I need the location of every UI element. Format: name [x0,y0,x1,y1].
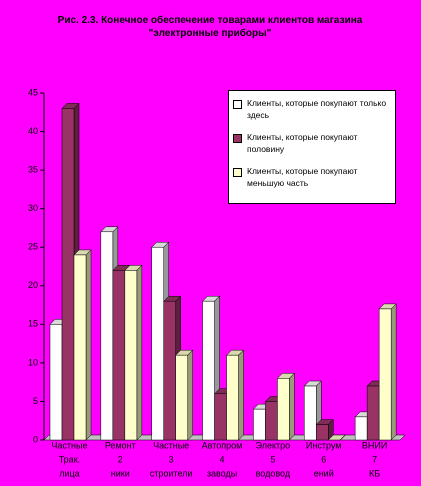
legend-swatch [233,168,242,177]
bar-side [340,434,346,441]
y-tick-label: 15 [28,319,38,329]
x-tick-label: 2 [118,454,123,464]
x-tick-label: Трак. [59,454,80,464]
chart-title: Рис. 2.3. Конечное обеспечение товарами … [57,15,363,39]
y-tick-label: 35 [28,164,38,174]
x-tick-label: 4 [219,454,224,464]
bar [112,270,126,441]
x-tick-label: КБ [369,468,380,478]
bar [304,385,317,441]
x-tick-label: строители [150,468,193,478]
bar-side [85,249,92,441]
bar-side [187,349,193,441]
x-tick-label: ники [111,468,130,478]
y-tick-label: 30 [28,203,38,213]
bar [253,408,266,441]
bar-side [136,264,143,441]
bar [49,324,63,441]
bar [226,354,239,441]
bar [100,231,114,441]
legend-label: Клиенты, которые покупают меньшую часть [247,166,358,188]
y-tick-label: 0 [33,434,38,444]
legend: Клиенты, которые покупают только здесь Кл… [228,90,396,204]
x-tick-label: ений [314,468,334,478]
x-tick-label: 6 [321,454,326,464]
bar [61,108,75,441]
legend-item: Клиенты, которые покупают меньшую часть [233,165,391,189]
x-tick-label: 7 [372,454,377,464]
legend-label: Клиенты, которые покупают половину [247,132,358,154]
bar-side [238,349,244,441]
y-tick-label: 20 [28,280,38,290]
x-tick-label: ВНИИ [362,440,387,450]
bar [378,308,392,441]
legend-item: Клиенты, которые покупают половину [233,131,391,155]
y-tick-label: 45 [28,87,38,97]
bar [163,300,176,441]
legend-swatch [233,100,242,109]
y-tick-label: 5 [33,396,38,406]
x-tick-label: лица [59,468,79,478]
x-tick-label: 5 [270,454,275,464]
bar [202,300,215,441]
y-tick-label: 25 [28,242,38,252]
x-tick-label: Инструм [306,440,342,450]
y-tick-label: 10 [28,357,38,367]
legend-label: Клиенты, которые покупают только здесь [247,98,387,120]
y-tick-label: 40 [28,126,38,136]
legend-item: Клиенты, которые покупают только здесь [233,97,391,121]
x-tick-label: Частные [51,440,87,450]
x-tick-label: Электро [256,440,291,450]
bar [124,270,138,441]
bar [214,393,227,441]
x-tick-label: Автопром [202,440,243,450]
x-tick-label: водовод [256,468,291,478]
bar-side [289,372,295,441]
bar-side [390,303,397,441]
bar [73,254,87,441]
legend-swatch [233,134,242,143]
x-tick-label: Ремонт [105,440,136,450]
bar [175,354,188,441]
bar [366,385,380,441]
x-tick-label: заводы [207,468,237,478]
x-tick-label: Частные [153,440,189,450]
bar [316,424,329,441]
bar [277,378,290,441]
bar [354,416,368,441]
bar [265,401,278,441]
bar [151,246,164,441]
x-tick-label: 3 [169,454,174,464]
